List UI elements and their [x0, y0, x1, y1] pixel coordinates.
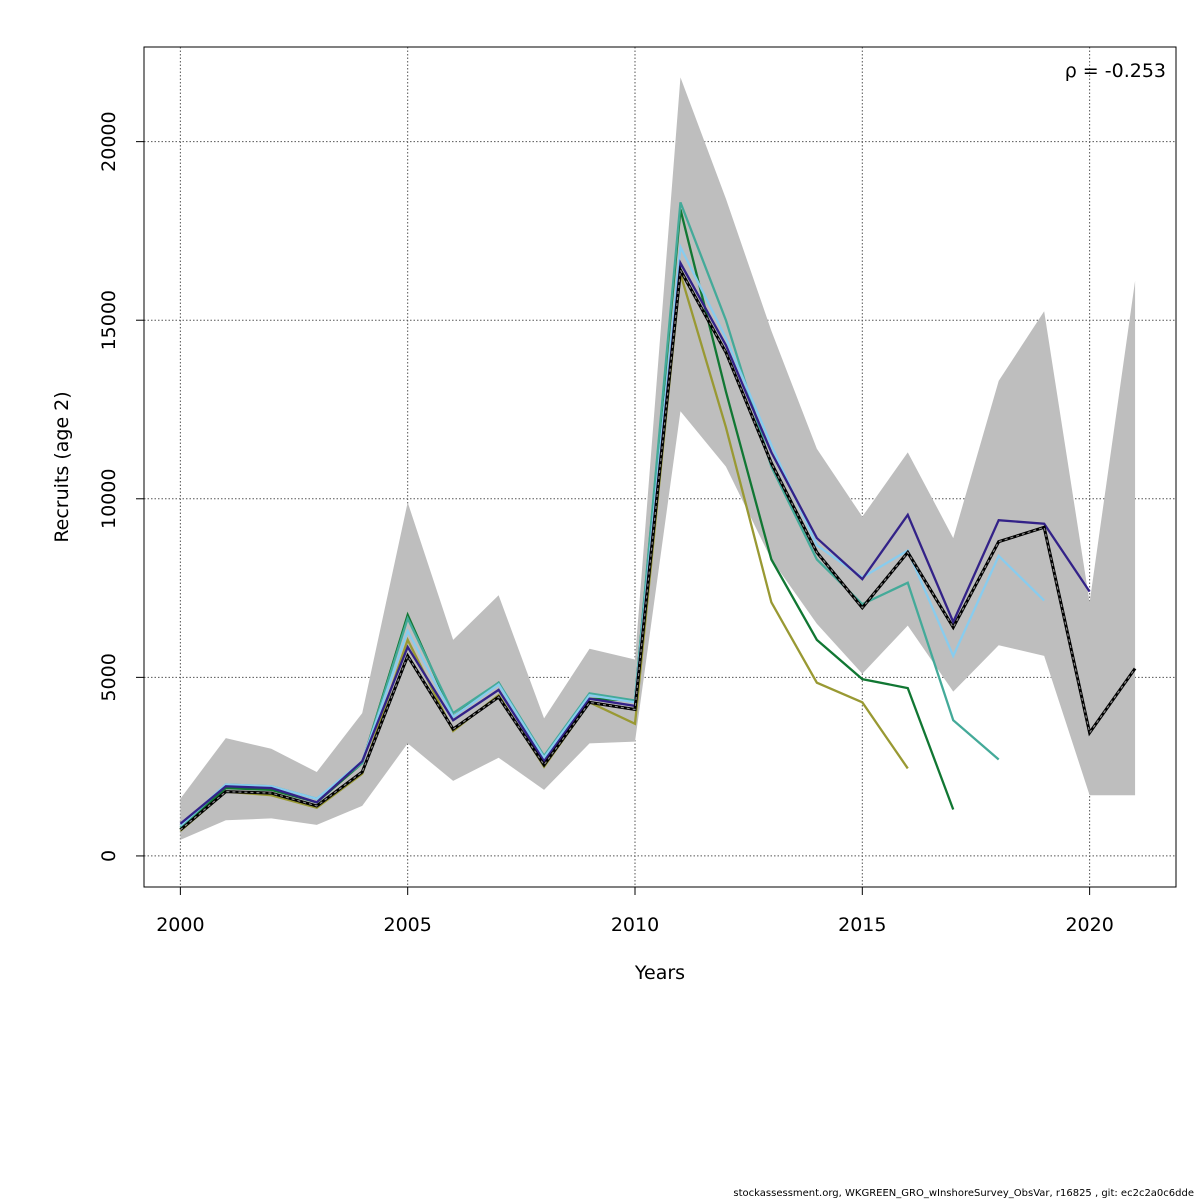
series-line-peel-2 [179, 242, 1045, 827]
x-tick-label: 2005 [384, 914, 432, 936]
y-axis: 0 5000 10000 15000 20000 [98, 111, 144, 862]
x-tick-label: 2020 [1065, 914, 1113, 936]
y-tick-label: 5000 [98, 653, 120, 701]
y-tick-label: 20000 [98, 111, 120, 171]
x-tick-label: 2000 [156, 914, 204, 936]
y-tick-label: 10000 [98, 469, 120, 529]
grid [144, 47, 1176, 887]
x-tick-label: 2015 [838, 914, 886, 936]
series-lines [179, 201, 1137, 832]
x-axis-label: Years [634, 962, 685, 984]
plot-frame [143, 46, 1177, 888]
series-line-base-dash [179, 268, 1136, 831]
rho-annotation: ρ = -0.253 [1065, 60, 1166, 82]
x-tick-label: 2010 [611, 914, 659, 936]
y-tick-label: 0 [98, 850, 120, 862]
y-axis-label: Recruits (age 2) [51, 391, 73, 542]
y-tick-label: 15000 [98, 290, 120, 350]
footer-credit: stockassessment.org, WKGREEN_GRO_wInshor… [733, 1188, 1194, 1199]
x-axis: 2000 2005 2010 2015 2020 [156, 887, 1114, 936]
